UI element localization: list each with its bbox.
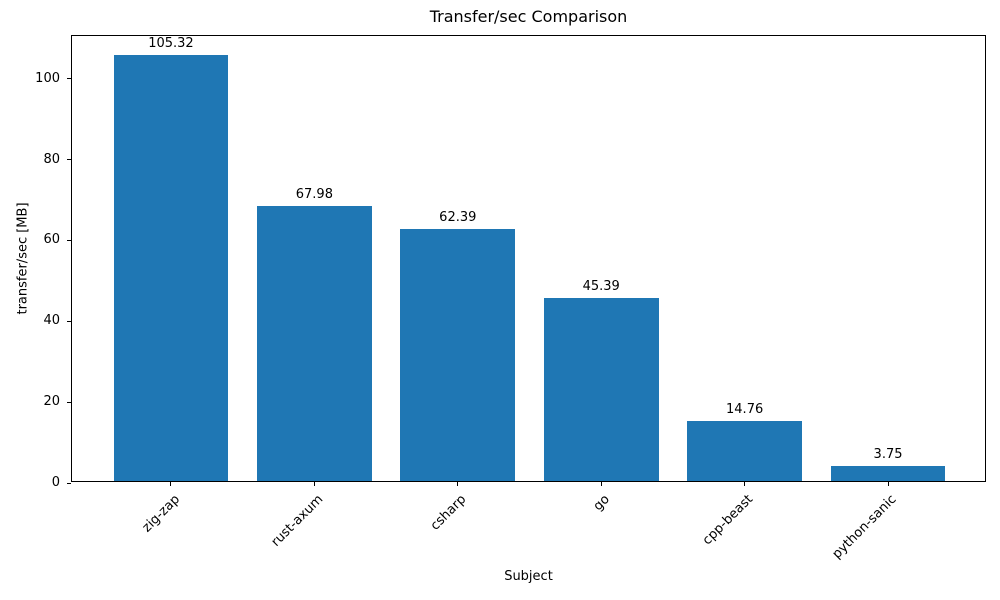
- y-tick-mark: [67, 239, 71, 241]
- bar-cpp-beast: [687, 421, 802, 481]
- y-tick-mark: [67, 482, 71, 484]
- y-tick-label: 60: [43, 232, 60, 248]
- bar-value-label: 45.39: [582, 278, 620, 294]
- y-tick-label: 100: [35, 70, 60, 86]
- y-tick-mark: [67, 401, 71, 403]
- bar-value-label: 14.76: [726, 402, 764, 418]
- x-tick-mark: [457, 482, 459, 486]
- x-tick-mark: [744, 482, 746, 486]
- x-tick-label: csharp: [427, 492, 470, 534]
- y-tick-mark: [67, 320, 71, 322]
- y-tick-mark: [67, 78, 71, 80]
- y-tick-mark: [67, 159, 71, 161]
- bar-csharp: [400, 228, 516, 481]
- bar-go: [543, 297, 659, 481]
- bar-value-label: 62.39: [439, 209, 477, 225]
- bar-value-label: 3.75: [873, 446, 903, 462]
- bar-value-label: 67.98: [295, 187, 333, 203]
- x-axis-label: Subject: [504, 569, 553, 584]
- x-tick-mark: [887, 482, 889, 486]
- x-tick-label: cpp-beast: [700, 492, 757, 549]
- y-tick-label: 20: [43, 394, 60, 410]
- x-tick-mark: [313, 482, 315, 486]
- bar-zig-zap: [113, 55, 229, 481]
- y-tick-label: 40: [43, 313, 60, 329]
- y-axis-label: transfer/sec [MB]: [15, 202, 31, 315]
- plot-area: 0 20 40 60 80 100 105.32 zig-zap 67.98 rust-axum 6…: [35, 35, 986, 562]
- y-tick-label: 0: [51, 475, 60, 490]
- y-tick-label: 80: [43, 151, 60, 167]
- x-tick-mark: [170, 482, 172, 486]
- x-tick-mark: [600, 482, 602, 486]
- x-tick-label: rust-axum: [268, 492, 326, 550]
- x-tick-label: zig-zap: [139, 492, 183, 536]
- x-tick-label: go: [590, 492, 613, 515]
- bar-value-label: 105.32: [148, 36, 194, 52]
- chart-title: Transfer/sec Comparison: [429, 7, 628, 26]
- x-tick-label: python-sanic: [829, 492, 900, 562]
- bar-python-sanic: [830, 465, 946, 481]
- bar-rust-axum: [257, 206, 372, 481]
